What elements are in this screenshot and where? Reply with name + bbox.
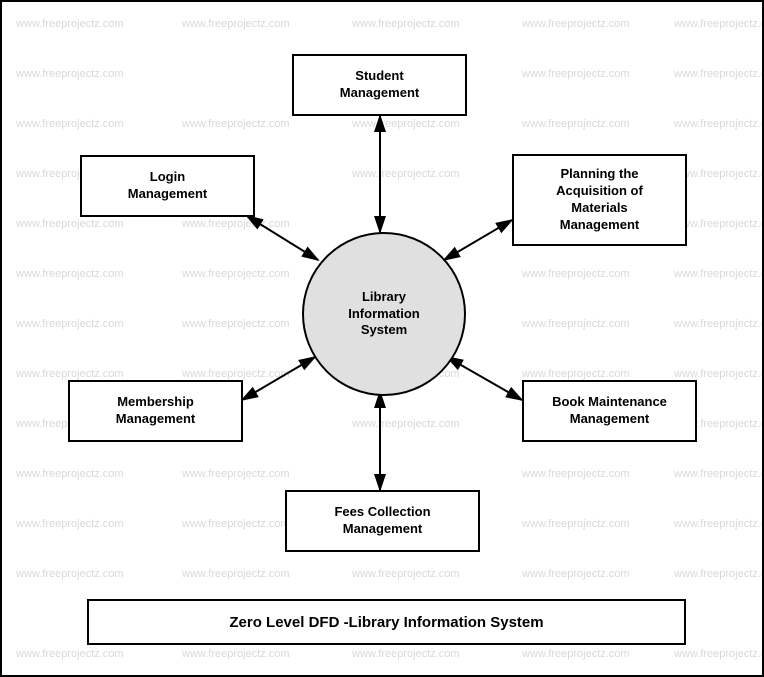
watermark-text: www.freeprojectz.com <box>522 368 630 380</box>
entity-box-student: StudentManagement <box>292 54 467 116</box>
watermark-text: www.freeprojectz.com <box>674 118 764 130</box>
watermark-text: www.freeprojectz.com <box>352 18 460 30</box>
watermark-text: www.freeprojectz.com <box>182 648 290 660</box>
watermark-text: www.freeprojectz.com <box>522 268 630 280</box>
watermark-text: www.freeprojectz.com <box>674 18 764 30</box>
watermark-text: www.freeprojectz.com <box>522 648 630 660</box>
entity-box-login: LoginManagement <box>80 155 255 217</box>
watermark-text: www.freeprojectz.com <box>522 518 630 530</box>
watermark-text: www.freeprojectz.com <box>352 568 460 580</box>
diagram-caption-box: Zero Level DFD -Library Information Syst… <box>87 599 686 645</box>
watermark-text: www.freeprojectz.com <box>16 368 124 380</box>
watermark-text: www.freeprojectz.com <box>674 68 764 80</box>
entity-label: Fees CollectionManagement <box>334 504 430 538</box>
bidirectional-arrow <box>444 220 512 260</box>
watermark-text: www.freeprojectz.com <box>16 68 124 80</box>
watermark-text: www.freeprojectz.com <box>16 318 124 330</box>
diagram-canvas: www.freeprojectz.com www.freeprojectz.com… <box>0 0 764 677</box>
center-process: LibraryInformationSystem <box>302 232 466 396</box>
watermark-text: www.freeprojectz.com <box>674 468 764 480</box>
watermark-text: www.freeprojectz.com <box>522 318 630 330</box>
watermark-text: www.freeprojectz.com <box>522 18 630 30</box>
watermark-text: www.freeprojectz.com <box>352 168 460 180</box>
watermark-text: www.freeprojectz.com <box>182 18 290 30</box>
watermark-text: www.freeprojectz.com <box>352 418 460 430</box>
watermark-text: www.freeprojectz.com <box>522 568 630 580</box>
watermark-text: www.freeprojectz.com <box>674 368 764 380</box>
entity-box-bookmaint: Book MaintenanceManagement <box>522 380 697 442</box>
watermark-text: www.freeprojectz.com <box>16 268 124 280</box>
watermark-text: www.freeprojectz.com <box>674 168 764 180</box>
watermark-text: www.freeprojectz.com <box>182 518 290 530</box>
watermark-text: www.freeprojectz.com <box>674 318 764 330</box>
watermark-text: www.freeprojectz.com <box>182 118 290 130</box>
entity-box-fees: Fees CollectionManagement <box>285 490 480 552</box>
watermark-text: www.freeprojectz.com <box>182 268 290 280</box>
watermark-text: www.freeprojectz.com <box>674 648 764 660</box>
watermark-text: www.freeprojectz.com <box>182 318 290 330</box>
entity-box-membership: MembershipManagement <box>68 380 243 442</box>
bidirectional-arrow <box>242 357 315 400</box>
watermark-text: www.freeprojectz.com <box>16 18 124 30</box>
watermark-text: www.freeprojectz.com <box>16 218 124 230</box>
center-process-label: LibraryInformationSystem <box>348 289 420 340</box>
entity-box-planning: Planning theAcquisition ofMaterialsManag… <box>512 154 687 246</box>
watermark-text: www.freeprojectz.com <box>674 218 764 230</box>
watermark-text: www.freeprojectz.com <box>674 268 764 280</box>
watermark-text: www.freeprojectz.com <box>522 68 630 80</box>
watermark-text: www.freeprojectz.com <box>182 368 290 380</box>
bidirectional-arrow <box>447 357 522 400</box>
entity-label: LoginManagement <box>128 169 207 203</box>
watermark-text: www.freeprojectz.com <box>674 568 764 580</box>
watermark-text: www.freeprojectz.com <box>16 468 124 480</box>
watermark-text: www.freeprojectz.com <box>522 468 630 480</box>
watermark-text: www.freeprojectz.com <box>16 518 124 530</box>
watermark-text: www.freeprojectz.com <box>182 468 290 480</box>
watermark-text: www.freeprojectz.com <box>522 118 630 130</box>
watermark-text: www.freeprojectz.com <box>182 568 290 580</box>
entity-label: StudentManagement <box>340 68 419 102</box>
entity-label: Planning theAcquisition ofMaterialsManag… <box>556 166 643 234</box>
watermark-text: www.freeprojectz.com <box>352 118 460 130</box>
watermark-text: www.freeprojectz.com <box>352 648 460 660</box>
watermark-text: www.freeprojectz.com <box>674 518 764 530</box>
watermark-text: www.freeprojectz.com <box>16 118 124 130</box>
entity-label: Book MaintenanceManagement <box>552 394 667 428</box>
watermark-text: www.freeprojectz.com <box>16 568 124 580</box>
bidirectional-arrow <box>247 216 318 260</box>
entity-label: MembershipManagement <box>116 394 195 428</box>
watermark-text: www.freeprojectz.com <box>182 218 290 230</box>
watermark-text: www.freeprojectz.com <box>16 648 124 660</box>
diagram-caption-text: Zero Level DFD -Library Information Syst… <box>229 614 543 631</box>
